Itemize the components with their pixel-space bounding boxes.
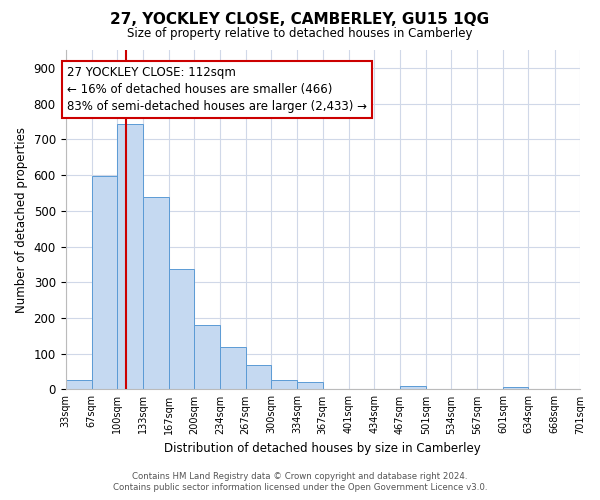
X-axis label: Distribution of detached houses by size in Camberley: Distribution of detached houses by size … [164, 442, 481, 455]
Bar [169, 269, 194, 390]
Bar [143, 197, 169, 390]
Bar [92, 176, 117, 390]
Bar [220, 346, 246, 390]
Y-axis label: Number of detached properties: Number of detached properties [15, 126, 28, 312]
Bar [503, 386, 529, 390]
Text: Size of property relative to detached houses in Camberley: Size of property relative to detached ho… [127, 28, 473, 40]
Text: 27, YOCKLEY CLOSE, CAMBERLEY, GU15 1QG: 27, YOCKLEY CLOSE, CAMBERLEY, GU15 1QG [110, 12, 490, 28]
Bar [117, 124, 143, 390]
Text: 27 YOCKLEY CLOSE: 112sqm
← 16% of detached houses are smaller (466)
83% of semi-: 27 YOCKLEY CLOSE: 112sqm ← 16% of detach… [67, 66, 367, 113]
Bar [271, 380, 298, 390]
Bar [65, 380, 92, 390]
Bar [194, 325, 220, 390]
Text: Contains HM Land Registry data © Crown copyright and database right 2024.
Contai: Contains HM Land Registry data © Crown c… [113, 472, 487, 492]
Bar [298, 382, 323, 390]
Bar [246, 366, 271, 390]
Bar [400, 386, 426, 390]
